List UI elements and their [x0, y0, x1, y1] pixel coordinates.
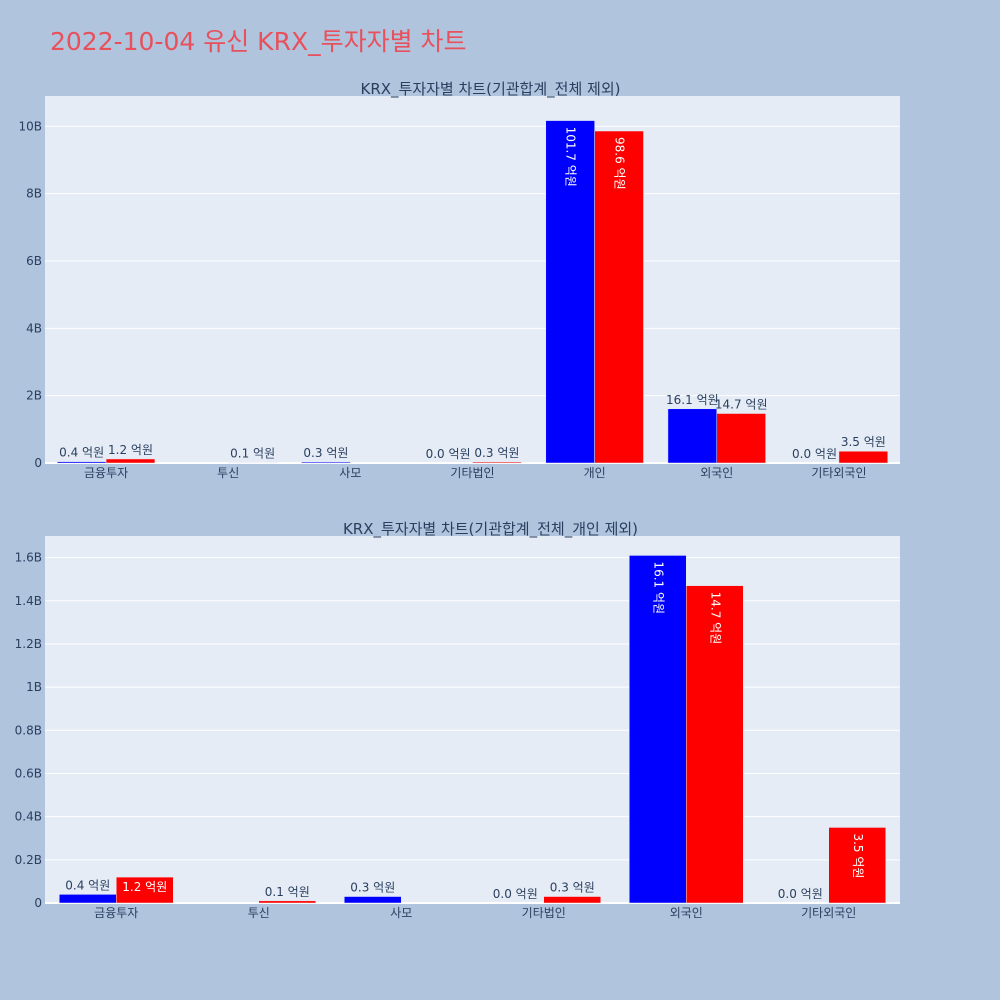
y-tick-label: 4B [26, 321, 42, 335]
x-tick-label: 기타법인 [522, 906, 566, 920]
data-label: 0.3 억원 [350, 881, 395, 895]
bar [301, 461, 351, 464]
y-tick-label: 0 [34, 896, 42, 910]
y-tick-label: 0 [34, 456, 42, 470]
data-label: 101.7 억원 [564, 127, 578, 187]
data-label: 14.7 억원 [708, 592, 722, 645]
bar [116, 876, 174, 904]
data-label: 0.1 억원 [265, 885, 310, 899]
bar [59, 894, 117, 904]
y-tick-label: 0.6B [15, 766, 42, 780]
x-tick-label: 투신 [217, 466, 239, 480]
chart-title: KRX_투자자별 차트(기관합계_전체_개인 제외) [343, 520, 638, 539]
data-label: 16.1 억원 [651, 561, 665, 614]
bar [629, 555, 687, 904]
y-tick-label: 0.4B [15, 810, 42, 824]
bar [667, 408, 718, 464]
x-tick-label: 외국인 [670, 906, 703, 920]
y-tick-label: 6B [26, 254, 42, 268]
x-tick-label: 기타외국인 [801, 906, 856, 920]
x-tick-label: 금융투자 [84, 466, 128, 480]
data-label: 0.0 억원 [426, 447, 471, 461]
y-tick-label: 10B [18, 119, 42, 133]
bar [594, 130, 644, 464]
x-tick-label: 기타외국인 [811, 466, 866, 480]
bar [828, 827, 886, 904]
chart-1: 0 2B 4B 6B 8B 10B KRX_투자자별 차트(기관합계_전체 제외) 금융투자 0… [18, 80, 900, 480]
y-tick-label: 1B [26, 680, 42, 694]
data-label: 98.6 억원 [613, 137, 627, 190]
page-title: 2022-10-04 유신 KRX_투자자별 차트 [50, 27, 467, 56]
data-label: 1.2 억원 [108, 443, 153, 457]
bar [472, 461, 522, 464]
x-tick-label: 금융투자 [94, 906, 138, 920]
x-tick-label: 개인 [584, 466, 606, 480]
data-label: 14.7 억원 [715, 398, 768, 412]
bar [716, 413, 766, 464]
chart-2: 0 0.2B 0.4B 0.6B 0.8B 1B 1.2B 1.4B 1.6B KRX_투자자별 … [15, 520, 900, 920]
data-label: 3.5 억원 [841, 435, 886, 449]
x-tick-label: 외국인 [700, 466, 733, 480]
chart-title: KRX_투자자별 차트(기관합계_전체 제외) [361, 80, 621, 99]
bar [344, 896, 402, 904]
bar [105, 458, 156, 464]
data-label: 0.3 억원 [474, 446, 519, 460]
y-tick-label: 8B [26, 187, 42, 201]
bar [56, 461, 107, 464]
bar [838, 450, 889, 464]
bar [258, 900, 316, 904]
bar [686, 585, 744, 904]
data-label: 0.3 억원 [550, 881, 595, 895]
y-tick-label: 0.2B [15, 853, 42, 867]
data-label: 1.2 억원 [122, 880, 167, 894]
y-tick-label: 1.6B [15, 551, 42, 565]
data-label: 0.0 억원 [778, 887, 823, 901]
data-label: 0.4 억원 [59, 446, 104, 460]
data-label: 0.4 억원 [65, 878, 110, 892]
y-tick-label: 0.8B [15, 723, 42, 737]
plot-area [45, 536, 900, 903]
data-label: 0.3 억원 [303, 446, 348, 460]
x-tick-label: 기타법인 [450, 466, 494, 480]
data-label: 3.5 억원 [851, 833, 865, 878]
plot-area [45, 96, 900, 463]
y-tick-label: 2B [26, 389, 42, 403]
data-label: 0.1 억원 [230, 447, 275, 461]
data-label: 0.0 억원 [792, 447, 837, 461]
data-label: 0.0 억원 [493, 887, 538, 901]
y-tick-label: 1.4B [15, 594, 42, 608]
x-tick-label: 사모 [339, 466, 361, 480]
data-label: 16.1 억원 [666, 393, 719, 407]
y-tick-label: 1.2B [15, 637, 42, 651]
x-tick-label: 투신 [248, 906, 270, 920]
x-tick-label: 사모 [390, 906, 412, 920]
bar [543, 896, 601, 904]
